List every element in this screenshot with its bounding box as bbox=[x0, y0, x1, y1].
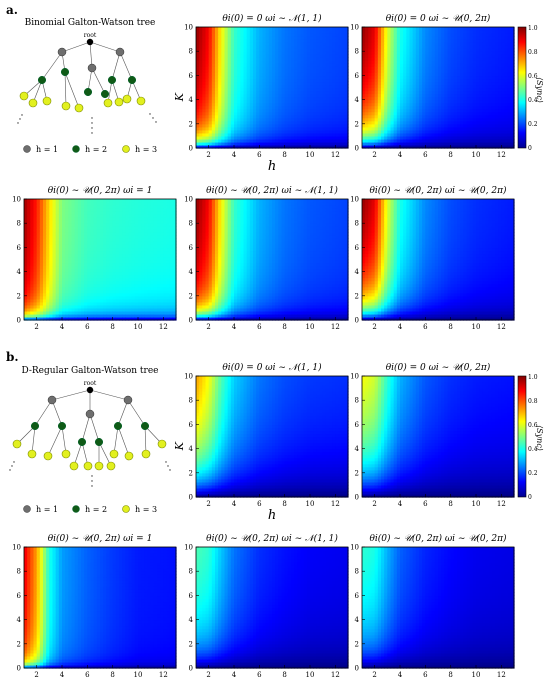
dregular-tree-diagram: D-Regular Galton-Watson tree root bbox=[9, 366, 170, 514]
y-tick-label: 4 bbox=[355, 96, 360, 104]
tree-root-node bbox=[87, 387, 93, 393]
x-tick-label: 8 bbox=[448, 151, 452, 159]
x-tick-label: 4 bbox=[398, 151, 403, 159]
tree-root-label: root bbox=[84, 32, 97, 39]
y-tick-label: 0 bbox=[355, 145, 359, 153]
tree-title: D-Regular Galton-Watson tree bbox=[21, 366, 158, 376]
heatmap-cells bbox=[24, 199, 177, 321]
heatmap-cells bbox=[196, 27, 349, 149]
x-tick-label: 10 bbox=[472, 151, 481, 159]
tree-nodes-h3 bbox=[20, 92, 145, 112]
legend-label-h1: h = 1 bbox=[36, 505, 58, 514]
y-tick-label: 10 bbox=[350, 24, 359, 32]
legend-label-h3: h = 3 bbox=[135, 505, 157, 514]
panel-label-a: a. bbox=[6, 3, 18, 17]
legend-label-h2: h = 2 bbox=[85, 505, 107, 514]
x-axis-label: h bbox=[268, 159, 276, 174]
tree-root-label: root bbox=[84, 380, 97, 387]
binomial-tree-diagram: Binomial Galton-Watson tree root bbox=[17, 18, 157, 154]
tree-nodes-h2 bbox=[38, 68, 136, 98]
x-tick-label: 2 bbox=[372, 151, 376, 159]
tree-legend: h = 1 h = 2 h = 3 bbox=[24, 145, 158, 154]
y-tick-label: 4 bbox=[189, 96, 194, 104]
y-tick-label: 0 bbox=[189, 145, 193, 153]
heatmap-panel: 2 4 6 8 10 12 0 2 4 6 8 10 θi(0) = 0 ωi ∼ 𝒰(0, 2π) bbox=[350, 13, 515, 159]
legend-label-h3: h = 3 bbox=[135, 145, 157, 154]
tree-legend: h = 1 h = 2 h = 3 bbox=[24, 505, 158, 514]
x-tick-label: 6 bbox=[423, 151, 428, 159]
x-tick-label: 12 bbox=[331, 151, 340, 159]
x-tick-label: 6 bbox=[257, 151, 262, 159]
x-tick-label: 4 bbox=[232, 151, 237, 159]
panel-title: θi(0) = 0 ωi ∼ 𝒩(1, 1) bbox=[222, 13, 322, 24]
panel-title: θi(0) = 0 ωi ∼ 𝒰(0, 2π) bbox=[386, 13, 491, 24]
panel-label-b: b. bbox=[6, 350, 19, 364]
y-tick-label: 8 bbox=[355, 48, 359, 56]
x-tick-label: 2 bbox=[206, 151, 210, 159]
legend-label-h1: h = 1 bbox=[36, 145, 58, 154]
tree-root-node bbox=[87, 39, 93, 45]
tree-edges bbox=[17, 390, 162, 466]
y-tick-label: 6 bbox=[355, 72, 360, 80]
y-tick-label: 10 bbox=[184, 24, 193, 32]
y-axis-label: K bbox=[173, 92, 186, 102]
y-tick-label: 8 bbox=[189, 48, 193, 56]
x-tick-label: 12 bbox=[497, 151, 506, 159]
heatmap-cells bbox=[362, 27, 515, 149]
tree-continuation-dots bbox=[17, 113, 156, 133]
heatmap-panel: 2 4 6 8 10 12 0 2 4 6 8 10 θi(0) = 0 ωi ∼ 𝒩(1, 1) h K bbox=[173, 13, 349, 174]
y-tick-label: 6 bbox=[189, 72, 194, 80]
legend-label-h2: h = 2 bbox=[85, 145, 107, 154]
x-tick-label: 10 bbox=[306, 151, 315, 159]
y-tick-label: 2 bbox=[355, 120, 359, 128]
tree-nodes-h3 bbox=[13, 440, 166, 470]
y-tick-label: 2 bbox=[189, 120, 193, 128]
x-tick-label: 8 bbox=[282, 151, 286, 159]
tree-nodes-h2 bbox=[31, 422, 149, 446]
tree-title: Binomial Galton-Watson tree bbox=[25, 18, 156, 28]
